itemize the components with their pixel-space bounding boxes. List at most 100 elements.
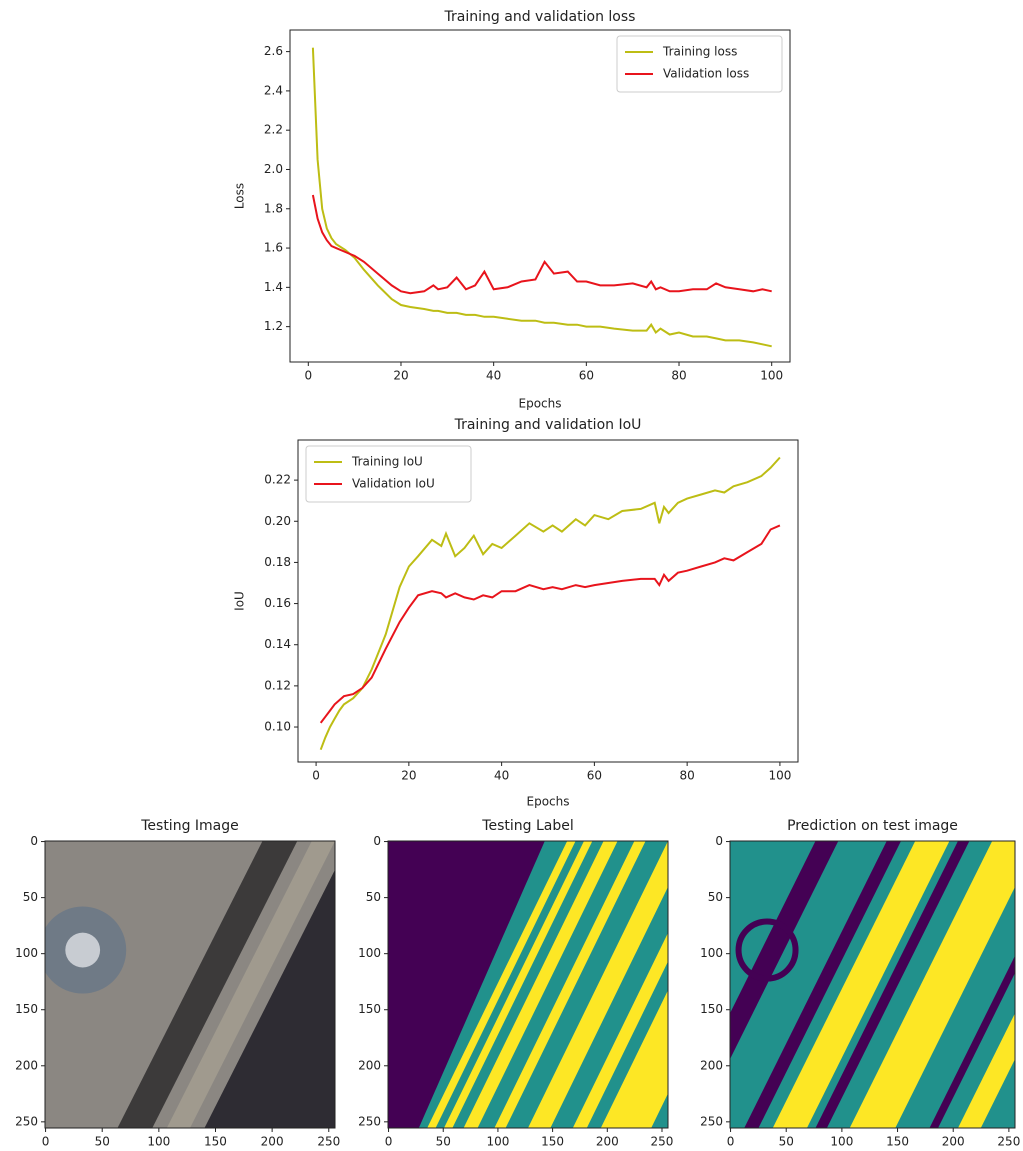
line [311, 47, 772, 348]
image-region [204, 869, 335, 1128]
y-tick-label: 0.18 [264, 555, 291, 569]
image [730, 841, 1015, 1128]
y-tick-label: 0 [30, 834, 38, 848]
legend-label: Training loss [662, 45, 737, 59]
chart-title: Prediction on test image [787, 818, 958, 834]
y-tick-label: 200 [15, 1058, 38, 1072]
y-tick-label: 0.14 [264, 637, 291, 651]
y-tick-label: 1.6 [264, 241, 283, 255]
image-region [572, 932, 668, 1128]
x-tick-label: 20 [393, 369, 408, 383]
y-tick-label: 50 [366, 890, 381, 904]
y-tick-label: 2.4 [264, 83, 283, 97]
x-tick-label: 150 [886, 1135, 909, 1149]
x-tick-label: 200 [942, 1135, 965, 1149]
image-region [494, 841, 646, 1128]
image-region [730, 841, 839, 1060]
image-region [388, 841, 545, 1128]
plot-frame [729, 840, 1016, 1129]
y-tick-label: 0.16 [264, 596, 291, 610]
legend-box [305, 445, 472, 503]
y-tick-label: 2.2 [264, 123, 283, 137]
y-tick-label: 250 [700, 1114, 723, 1128]
image-region [528, 841, 668, 1128]
y-axis-label: IoU [233, 591, 247, 611]
x-tick-label: 0 [42, 1135, 50, 1149]
chart-title: Testing Label [481, 818, 573, 834]
image-region [427, 841, 576, 1128]
image-region [117, 841, 298, 1128]
plot-frame [297, 439, 799, 763]
legend-box [616, 35, 783, 93]
x-tick-label: 80 [671, 369, 686, 383]
x-tick-label: 0 [304, 369, 312, 383]
line [311, 194, 772, 295]
x-axis-label: Epochs [527, 795, 570, 809]
plot-frame [289, 29, 791, 363]
x-tick-label: 40 [486, 369, 501, 383]
x-tick-label: 60 [579, 369, 594, 383]
y-tick-label: 0 [373, 834, 381, 848]
chart-title: Training and validation loss [444, 9, 636, 25]
y-tick-label: 50 [708, 890, 723, 904]
image [45, 841, 335, 1128]
line [319, 524, 781, 724]
line [319, 456, 781, 751]
image-region [744, 841, 901, 1128]
image-region [849, 841, 1015, 1128]
x-tick-label: 250 [651, 1135, 674, 1149]
x-tick-label: 60 [587, 769, 602, 783]
x-tick-label: 250 [317, 1135, 340, 1149]
y-tick-label: 0.20 [264, 514, 291, 528]
x-tick-label: 0 [385, 1135, 393, 1149]
x-tick-label: 0 [727, 1135, 735, 1149]
x-tick-label: 250 [997, 1135, 1020, 1149]
x-tick-label: 200 [261, 1135, 284, 1149]
chart-title: Testing Image [140, 818, 239, 834]
y-tick-label: 0.10 [264, 720, 291, 734]
x-tick-label: 20 [401, 769, 416, 783]
x-tick-label: 100 [760, 369, 783, 383]
x-tick-label: 100 [830, 1135, 853, 1149]
y-tick-label: 2.0 [264, 162, 283, 176]
y-tick-label: 1.8 [264, 201, 283, 215]
y-tick-label: 50 [23, 890, 38, 904]
y-tick-label: 100 [358, 946, 381, 960]
y-tick-label: 1.4 [264, 280, 283, 294]
plot-frame [387, 840, 669, 1129]
y-tick-label: 250 [15, 1114, 38, 1128]
legend-label: Validation loss [663, 67, 749, 81]
image-region [65, 932, 101, 968]
y-tick-label: 100 [700, 946, 723, 960]
image-region [463, 841, 618, 1128]
image-region [815, 841, 970, 1128]
y-tick-label: 200 [358, 1058, 381, 1072]
legend-label: Validation IoU [352, 477, 435, 491]
image-region [929, 955, 1015, 1128]
y-tick-label: 150 [700, 1002, 723, 1016]
y-tick-label: 0 [715, 834, 723, 848]
x-tick-label: 150 [204, 1135, 227, 1149]
image-region [444, 841, 593, 1128]
image-region [772, 841, 950, 1128]
y-axis-label: Loss [233, 183, 247, 209]
y-tick-label: 0.22 [264, 473, 291, 487]
x-axis-label: Epochs [519, 397, 562, 411]
x-tick-label: 80 [680, 769, 695, 783]
x-tick-label: 40 [494, 769, 509, 783]
x-tick-label: 50 [779, 1135, 794, 1149]
y-tick-label: 150 [15, 1002, 38, 1016]
y-tick-label: 150 [358, 1002, 381, 1016]
x-tick-label: 150 [541, 1135, 564, 1149]
image-region [600, 990, 668, 1128]
x-tick-label: 100 [486, 1135, 509, 1149]
y-tick-label: 100 [15, 946, 38, 960]
y-tick-label: 200 [700, 1058, 723, 1072]
image-region [958, 1013, 1015, 1128]
image-region [166, 841, 335, 1128]
x-tick-label: 0 [312, 769, 320, 783]
x-tick-label: 50 [95, 1135, 110, 1149]
y-tick-label: 250 [358, 1114, 381, 1128]
chart-title: Training and validation IoU [454, 417, 642, 433]
image [388, 841, 668, 1128]
